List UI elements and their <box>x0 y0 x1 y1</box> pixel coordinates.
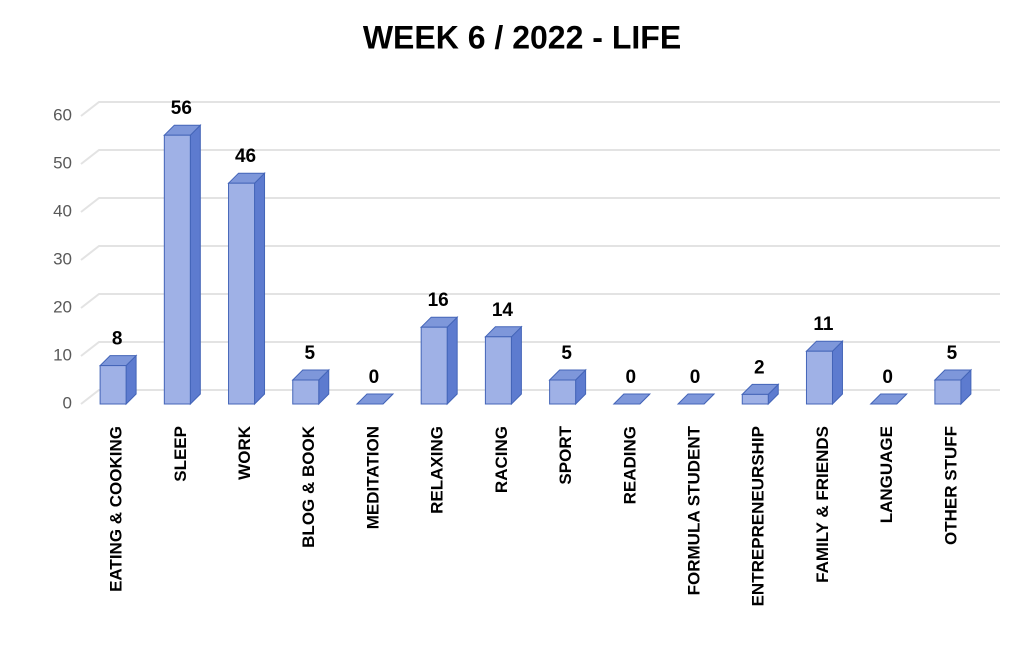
bar-front <box>805 350 833 405</box>
bar <box>419 315 459 406</box>
x-tick-label: LANGUAGE <box>877 426 896 523</box>
bar-side <box>189 123 201 406</box>
value-label: 14 <box>492 300 514 321</box>
grid-line <box>80 149 1000 165</box>
value-label: 5 <box>561 343 572 364</box>
bar-top <box>355 393 395 405</box>
x-tick-label: OTHER STUFF <box>941 426 960 545</box>
bar-front <box>292 379 320 405</box>
bar <box>227 171 266 406</box>
bar-side <box>446 315 458 406</box>
bar <box>741 383 780 406</box>
bar-top <box>676 393 716 405</box>
value-label: 8 <box>112 329 123 350</box>
bar-front <box>934 379 962 405</box>
chart-title: WEEK 6 / 2022 - LIFE <box>363 19 681 55</box>
x-tick-label: FAMILY & FRIENDS <box>813 426 832 583</box>
bar-front <box>99 365 127 405</box>
bar <box>548 368 587 406</box>
value-label: 56 <box>171 98 192 119</box>
bar-front <box>741 393 769 405</box>
x-tick-label: READING <box>620 426 639 504</box>
bar <box>805 339 844 406</box>
grid-line <box>80 101 1000 117</box>
bar <box>355 393 395 405</box>
y-tick-label: 10 <box>53 345 72 364</box>
bar <box>291 368 330 406</box>
value-label: 5 <box>304 343 315 364</box>
bar <box>163 123 202 406</box>
bar-front <box>484 336 512 405</box>
bar-top <box>869 393 908 405</box>
bar-front <box>549 379 577 405</box>
value-label: 0 <box>882 367 893 388</box>
bar-side <box>254 171 266 406</box>
x-tick-label: SLEEP <box>171 426 190 482</box>
x-tick-label: FORMULA STUDENT <box>685 425 704 595</box>
y-tick-label: 40 <box>53 201 72 220</box>
y-tick-label: 60 <box>53 105 72 124</box>
value-label: 46 <box>235 146 256 167</box>
grid-line <box>80 197 1000 213</box>
y-tick-label: 50 <box>53 153 72 172</box>
bar-side <box>831 339 843 406</box>
grid-line <box>80 293 1000 309</box>
bar-side <box>510 325 522 406</box>
value-label: 0 <box>626 367 637 388</box>
x-tick-label: ENTREPRENEURSHIP <box>749 426 768 606</box>
bar <box>612 393 652 405</box>
bar-front <box>163 134 191 405</box>
y-tick-label: 30 <box>53 249 72 268</box>
x-tick-label: BLOG & BOOK <box>299 425 318 548</box>
grid-line <box>80 341 1000 357</box>
bar-front <box>420 326 448 405</box>
x-tick-label: RELAXING <box>428 426 447 514</box>
value-label: 0 <box>690 367 701 388</box>
bar <box>484 325 523 406</box>
x-tick-label: EATING & COOKING <box>107 426 126 592</box>
grid-line <box>80 389 1000 405</box>
x-tick-label: MEDITATION <box>363 426 382 529</box>
value-label: 5 <box>947 343 958 364</box>
x-tick-label: SPORT <box>556 425 575 484</box>
y-tick-label: 20 <box>53 297 72 316</box>
x-tick-label: WORK <box>235 425 254 480</box>
bar <box>98 354 138 406</box>
y-tick-label: 0 <box>63 393 72 412</box>
value-label: 2 <box>754 357 765 378</box>
value-label: 0 <box>369 367 380 388</box>
x-tick-label: RACING <box>492 426 511 493</box>
bar <box>869 393 908 405</box>
value-label: 11 <box>813 314 834 335</box>
bar <box>676 393 716 405</box>
bar-top <box>612 393 652 405</box>
bar <box>933 368 973 406</box>
grid-line <box>80 245 1000 261</box>
bar-front <box>228 182 256 405</box>
value-label: 16 <box>428 290 449 311</box>
